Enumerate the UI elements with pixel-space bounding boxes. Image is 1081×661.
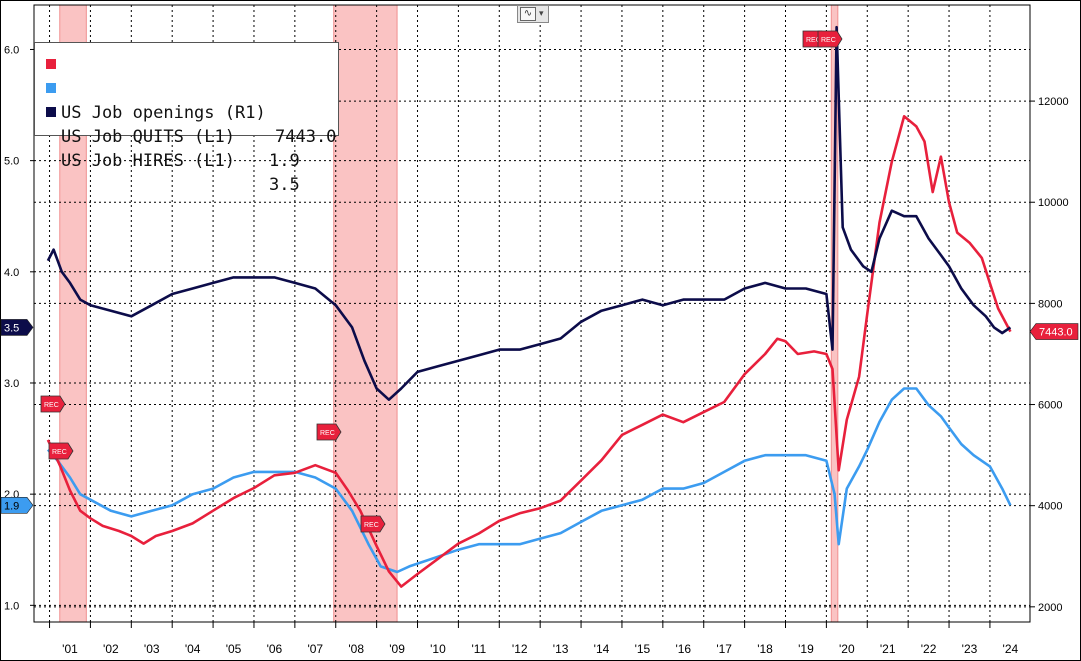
legend-item-quits: US Job QUITS (L1) 1.9 — [35, 77, 300, 171]
legend-label: US Job openings (R1) — [61, 103, 266, 123]
recession-flag — [40, 395, 66, 413]
x-tick-label: '09 — [389, 642, 405, 656]
x-tick-label: '06 — [267, 642, 283, 656]
legend-value: 3.5 — [269, 175, 300, 195]
x-tick-label: '20 — [839, 642, 855, 656]
recession-flag-label: REC — [806, 37, 821, 44]
right-tick-label: 10000 — [1038, 197, 1069, 209]
x-tick-label: '11 — [471, 642, 486, 656]
legend-swatch — [46, 107, 56, 117]
line-chart-icon: ∿ — [520, 7, 536, 21]
recession-flag — [360, 515, 386, 533]
last-value-label: 7443.0 — [1039, 327, 1073, 339]
x-tick-label: '10 — [430, 642, 446, 656]
recession-flag-label: REC — [44, 402, 59, 409]
right-tick-label: 4000 — [1038, 501, 1062, 513]
x-tick-label: '15 — [635, 642, 651, 656]
legend-swatch — [46, 83, 56, 93]
x-tick-label: '12 — [512, 642, 528, 656]
recession-flag-label: REC — [821, 37, 836, 44]
right-tick-label: 8000 — [1038, 298, 1062, 310]
chevron-down-icon: ▾ — [539, 8, 544, 18]
chart-legend: US Job openings (R1) 7443.0 US Job QUITS… — [34, 42, 339, 195]
x-tick-label: '13 — [553, 642, 569, 656]
x-tick-label: '16 — [675, 642, 691, 656]
left-tick-label: 1.0 — [4, 600, 19, 612]
last-value-label: 1.9 — [4, 500, 19, 512]
left-tick-label: 3.0 — [4, 378, 19, 390]
x-tick-label: '08 — [348, 642, 364, 656]
series-line — [46, 25, 1012, 402]
recession-flag-label: REC — [52, 449, 67, 456]
right-tick-label: 12000 — [1038, 96, 1069, 108]
right-tick-label: 6000 — [1038, 400, 1062, 412]
x-tick-label: '07 — [307, 642, 323, 656]
legend-label: US Job QUITS (L1) — [61, 127, 235, 147]
x-tick-label: '14 — [594, 642, 610, 656]
legend-item-hires: US Job HIRES (L1) 3.5 — [35, 101, 300, 195]
series-line — [46, 115, 1012, 588]
left-tick-label: 6.0 — [4, 44, 19, 56]
chart-type-button[interactable]: ∿ ▾ — [517, 5, 549, 23]
recession-flag — [817, 30, 843, 48]
x-tick-label: '01 — [62, 642, 78, 656]
x-tick-label: '04 — [185, 642, 201, 656]
last-value-badge — [1029, 323, 1079, 340]
last-value-badge — [0, 319, 34, 336]
legend-label: US Job HIRES (L1) — [61, 151, 235, 171]
recession-flag-label: REC — [364, 522, 379, 529]
left-tick-label: 4.0 — [4, 267, 19, 279]
x-tick-label: '23 — [962, 642, 978, 656]
recession-flag — [316, 423, 342, 441]
x-tick-label: '19 — [798, 642, 814, 656]
recession-flag-label: REC — [320, 430, 335, 437]
recession-band — [831, 5, 838, 622]
x-tick-label: '02 — [103, 642, 119, 656]
legend-item-job-openings: US Job openings (R1) 7443.0 — [35, 53, 336, 147]
x-tick-label: '18 — [757, 642, 773, 656]
series-line — [46, 387, 1012, 574]
x-tick-label: '03 — [144, 642, 160, 656]
last-value-badge — [0, 496, 34, 514]
x-tick-label: '24 — [1003, 642, 1019, 656]
last-value-label: 3.5 — [4, 322, 19, 334]
recession-flag — [48, 442, 74, 460]
legend-value: 1.9 — [269, 151, 300, 171]
legend-value: 7443.0 — [275, 127, 337, 147]
x-tick-label: '21 — [880, 642, 896, 656]
right-tick-label: 2000 — [1038, 602, 1062, 614]
x-tick-label: '17 — [716, 642, 732, 656]
legend-swatch — [46, 59, 56, 69]
left-tick-label: 5.0 — [4, 156, 19, 168]
x-tick-label: '22 — [921, 642, 937, 656]
x-tick-label: '05 — [226, 642, 242, 656]
